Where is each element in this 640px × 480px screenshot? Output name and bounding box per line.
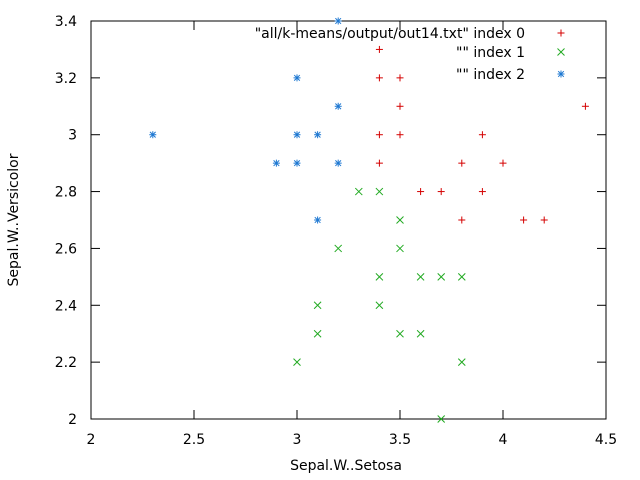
- y-tick-label: 3.4: [55, 14, 77, 30]
- series-2-point: [334, 17, 342, 25]
- series-0-point: [375, 159, 383, 167]
- legend-marker: [557, 48, 565, 56]
- series-1-point: [416, 329, 425, 338]
- legend-label: "" index 1: [456, 45, 525, 61]
- series-1-point: [293, 358, 301, 366]
- series-1-point: [354, 187, 363, 196]
- x-tick-label: 2: [87, 432, 96, 448]
- x-tick-label: 3: [293, 432, 302, 448]
- series-1-point: [375, 187, 384, 196]
- y-tick-label: 2: [68, 412, 77, 428]
- series-0-point: [437, 188, 445, 196]
- series-2-point: [314, 131, 322, 139]
- legend-marker: [557, 70, 565, 78]
- data-points: [149, 17, 589, 423]
- y-tick-label: 2.2: [55, 355, 77, 371]
- series-0-point: [396, 102, 404, 110]
- series-0-point: [396, 74, 404, 82]
- series-2-point: [293, 131, 301, 139]
- series-2-point: [334, 102, 342, 110]
- series-2-point: [272, 159, 280, 167]
- series-1-point: [313, 329, 322, 338]
- x-axis-label: Sepal.W..Setosa: [290, 458, 402, 474]
- series-1-point: [313, 301, 322, 310]
- tick-labels: 2 2.5 3 3.5 4 4.5 2 2.2 2.4 2.6 2.8 3 3.2 3.4: [55, 14, 617, 448]
- y-tick-label: 3.2: [55, 71, 77, 87]
- legend: "all/k-means/output/out14.txt" index 0 ""…: [255, 26, 565, 83]
- series-0-point: [375, 131, 383, 139]
- series-0-point: [478, 188, 486, 196]
- series-1-point: [416, 273, 425, 281]
- axis-ticks: [90, 20, 607, 420]
- series-0-point: [458, 159, 466, 167]
- series-1-point: [375, 301, 384, 310]
- series-1-point: [437, 415, 446, 423]
- x-tick-label: 4.5: [595, 432, 617, 448]
- legend-marker: [557, 29, 565, 37]
- series-1-point: [437, 273, 446, 281]
- series-1-point: [396, 216, 404, 224]
- series-1-point: [457, 273, 466, 281]
- series-2-point: [293, 159, 301, 167]
- series-0-point: [499, 159, 507, 167]
- series-1-point: [396, 244, 404, 253]
- series-0-point: [478, 131, 486, 139]
- series-2-point: [334, 159, 342, 167]
- series-1-point: [396, 329, 404, 338]
- y-tick-label: 2.6: [55, 241, 77, 257]
- series-0-point: [540, 216, 548, 224]
- x-tick-label: 3.5: [389, 432, 411, 448]
- series-0-point: [375, 45, 383, 53]
- series-0-point: [417, 188, 425, 196]
- series-1-point: [375, 273, 384, 281]
- series-2-point: [149, 131, 157, 139]
- y-tick-label: 2.4: [55, 298, 77, 314]
- legend-label: "" index 2: [456, 67, 525, 83]
- legend-label: "all/k-means/output/out14.txt" index 0: [255, 26, 525, 42]
- series-0-point: [520, 216, 528, 224]
- plot-frame: [90, 20, 607, 420]
- series-0-point: [581, 102, 589, 110]
- series-2-point: [314, 216, 322, 224]
- series-0-point: [375, 74, 383, 82]
- y-axis-label: Sepal.W..Versicolor: [6, 153, 22, 286]
- y-tick-label: 3: [68, 128, 77, 144]
- series-0-point: [458, 216, 466, 224]
- series-1-point: [457, 358, 466, 366]
- x-tick-label: 2.5: [183, 432, 205, 448]
- series-0-point: [396, 131, 404, 139]
- series-2-point: [293, 74, 301, 82]
- y-tick-label: 2.8: [55, 185, 77, 201]
- series-1-point: [334, 244, 343, 253]
- x-tick-label: 4: [499, 432, 508, 448]
